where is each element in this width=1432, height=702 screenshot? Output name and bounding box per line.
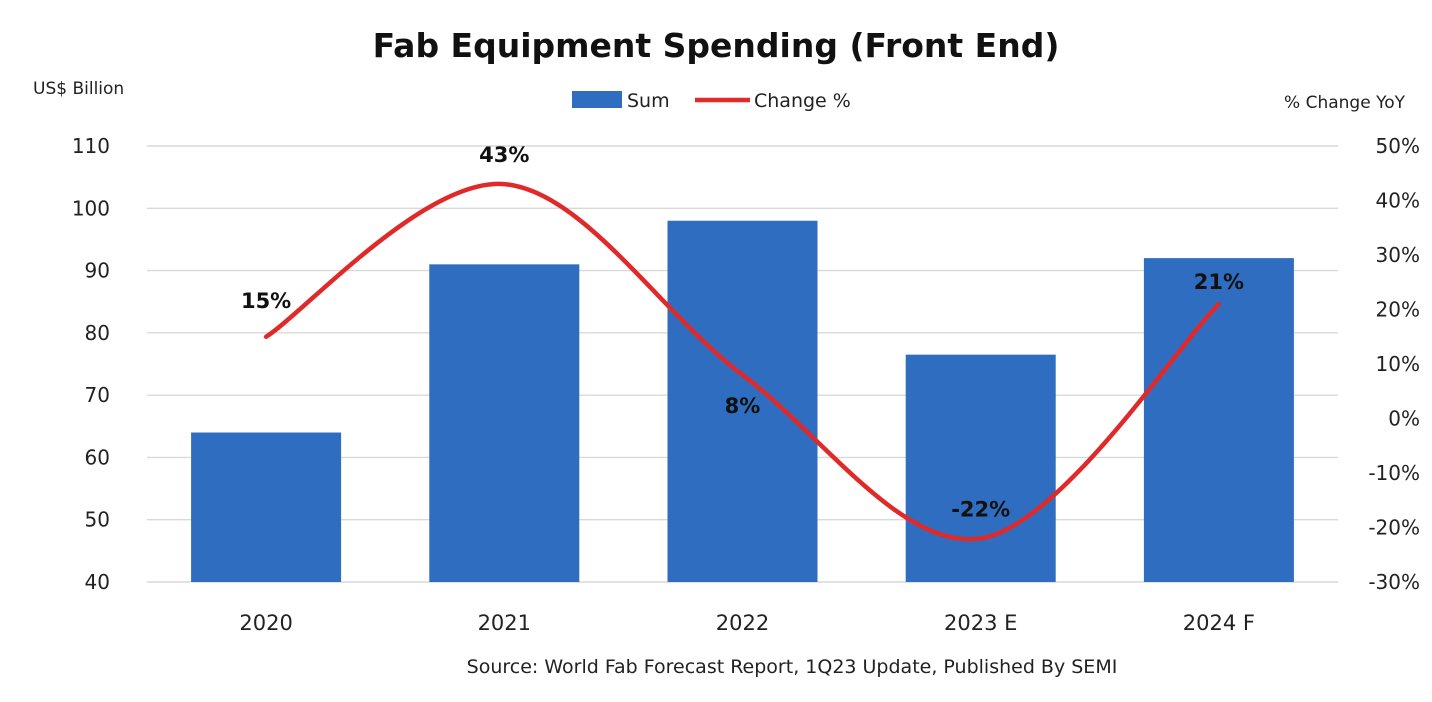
data-label: -22%: [951, 497, 1010, 521]
y2-tick-label: -10%: [1368, 461, 1420, 485]
y-tick-label: 100: [72, 196, 110, 220]
bar: [191, 432, 342, 582]
legend-swatch-sum: [572, 91, 622, 108]
legend-label-change: Change %: [754, 90, 851, 112]
bar: [905, 354, 1056, 582]
change-data-labels: 15% 43% 8% -22% 21%: [241, 143, 1244, 521]
y2-axis-ticks: -30% -20% -10% 0% 10% 20% 30% 40% 50%: [1368, 134, 1420, 594]
y-tick-label: 70: [85, 383, 110, 407]
y-tick-label: 50: [85, 508, 110, 532]
y-axis-ticks: 40 50 60 70 80 90 100 110: [72, 134, 110, 594]
y2-tick-label: 0%: [1388, 407, 1420, 431]
y-tick-label: 80: [85, 321, 110, 345]
y2-tick-label: -30%: [1368, 570, 1420, 594]
data-label: 15%: [241, 289, 291, 313]
y-tick-label: 60: [85, 445, 110, 469]
data-label: 43%: [479, 143, 529, 167]
x-tick-label: 2024 F: [1183, 611, 1255, 635]
data-label: 21%: [1194, 270, 1244, 294]
change-line: [263, 181, 1222, 542]
bars: [191, 220, 1294, 582]
y-tick-label: 40: [85, 570, 110, 594]
y2-tick-label: 30%: [1376, 243, 1420, 267]
y-axis-unit-label: US$ Billion: [33, 79, 124, 99]
y2-tick-label: 50%: [1376, 134, 1420, 158]
x-tick-label: 2021: [478, 611, 531, 635]
x-tick-label: 2022: [716, 611, 769, 635]
y2-tick-label: -20%: [1368, 516, 1420, 540]
y-tick-label: 110: [72, 134, 110, 158]
bar: [1143, 258, 1294, 582]
legend: Sum Change %: [572, 90, 851, 112]
chart-title: Fab Equipment Spending (Front End): [373, 26, 1060, 65]
x-axis-ticks: 2020 2021 2022 2023 E 2024 F: [239, 611, 1255, 635]
y2-tick-label: 10%: [1376, 352, 1420, 376]
y2-tick-label: 20%: [1376, 298, 1420, 322]
x-tick-label: 2023 E: [944, 611, 1017, 635]
bar: [429, 264, 580, 582]
y-tick-label: 90: [85, 259, 110, 283]
y2-axis-unit-label: % Change YoY: [1284, 93, 1406, 113]
x-tick-label: 2020: [239, 611, 292, 635]
source-note: Source: World Fab Forecast Report, 1Q23 …: [467, 656, 1118, 678]
data-label: 8%: [725, 394, 761, 418]
bar: [667, 220, 818, 582]
y2-tick-label: 40%: [1376, 189, 1420, 213]
legend-label-sum: Sum: [627, 90, 670, 112]
